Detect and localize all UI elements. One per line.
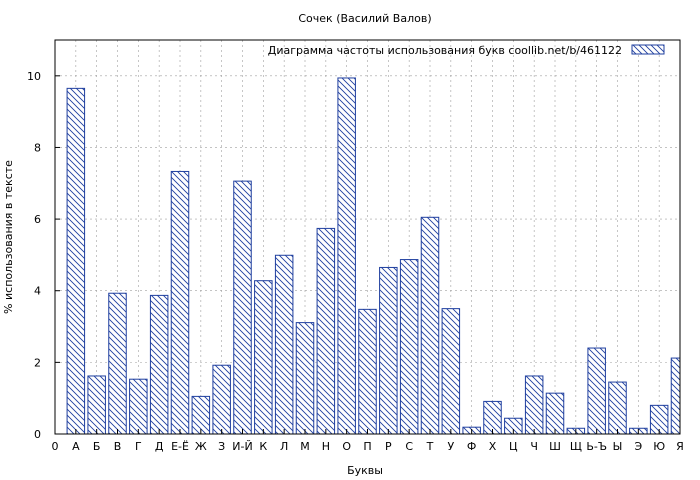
x-tick-label: Л (280, 440, 288, 453)
y-tick-label: 4 (34, 285, 41, 298)
x-tick-label: А (72, 440, 80, 453)
bar-Ы (608, 381, 627, 435)
x-tick-label: Ч (530, 440, 538, 453)
y-tick-label: 8 (34, 141, 41, 154)
x-tick-label: Б (93, 440, 101, 453)
bar-Ш (545, 392, 565, 435)
x-tick-label: Р (385, 440, 392, 453)
y-tick-label: 0 (34, 428, 41, 441)
chart-title: Сочек (Василий Валов) (298, 12, 431, 25)
bar-А (66, 87, 86, 435)
bar-Д (149, 294, 169, 435)
x-tick-label: Я (676, 440, 684, 453)
x-tick-label: Э (634, 440, 642, 453)
x-axis-label: Буквы (347, 464, 383, 477)
x-tick-label: Т (426, 440, 434, 453)
legend-swatch (631, 44, 665, 55)
x-tick-label: Н (322, 440, 330, 453)
bar-В (108, 292, 127, 435)
x-tick-label: Е-Ё (171, 440, 189, 453)
bar-И-Й (233, 180, 252, 435)
x-tick-label: Ф (467, 440, 476, 453)
bar-Р (379, 266, 398, 435)
bar-С (399, 259, 419, 435)
bar-М (295, 322, 315, 435)
x-tick-label: В (114, 440, 122, 453)
bar-П (358, 308, 377, 435)
bar-Г (129, 378, 148, 435)
x-tick-label: Ж (195, 440, 207, 453)
x-tick-label: О (342, 440, 351, 453)
x-tick-label: Х (489, 440, 497, 453)
y-tick-label: 6 (34, 213, 41, 226)
bar-Б (87, 375, 106, 435)
bar-У (441, 308, 461, 435)
y-axis-label: % использования в тексте (2, 160, 15, 314)
x-tick-label: И-Й (232, 440, 252, 453)
x-tick-label: П (363, 440, 371, 453)
x-tick-label: З (218, 440, 225, 453)
bar-Ь-Ъ (587, 347, 606, 435)
bar-З (212, 364, 231, 435)
bar-Н (316, 227, 336, 435)
x-tick-label: К (259, 440, 267, 453)
bar-Е-Ё (170, 170, 190, 435)
bar-Л (274, 254, 294, 435)
bar-Ж (191, 395, 211, 435)
y-tick-label: 2 (34, 356, 41, 369)
legend: Диаграмма частоты использования букв coo… (268, 44, 665, 57)
x-tick-label: Щ (570, 440, 582, 453)
x-tick-label: Д (155, 440, 164, 453)
bar-О (337, 77, 356, 435)
x-tick-label: М (300, 440, 310, 453)
legend-label: Диаграмма частоты использования букв coo… (268, 44, 622, 57)
y-axis-ticks: 0 2 4 6 8 10 (27, 70, 60, 441)
bar-Ч (524, 375, 544, 435)
bars (66, 77, 681, 435)
bar-Т (420, 216, 440, 435)
x-axis-ticks: 0 А Б В Г Д Е-Ё Ж З И-Й К Л М Н О П Р С Т У Ф Х Ц Ч Ш Щ Ь-Ъ Ы Э Ю Я (52, 429, 684, 453)
bar-Я (670, 357, 681, 435)
x-tick-label: Ш (549, 440, 561, 453)
y-tick-label: 10 (27, 70, 41, 83)
x-tick-label: Ц (509, 440, 518, 453)
x-tick-label: С (405, 440, 413, 453)
x-tick-label: Ю (653, 440, 665, 453)
x-tick-label: У (447, 440, 454, 453)
bar-К (254, 280, 273, 435)
x-tick-label: Ь-Ъ (586, 440, 607, 453)
x-tick-label: Г (135, 440, 142, 453)
grid (55, 40, 680, 434)
x-tick-label: 0 (52, 440, 59, 453)
x-tick-label: Ы (613, 440, 623, 453)
